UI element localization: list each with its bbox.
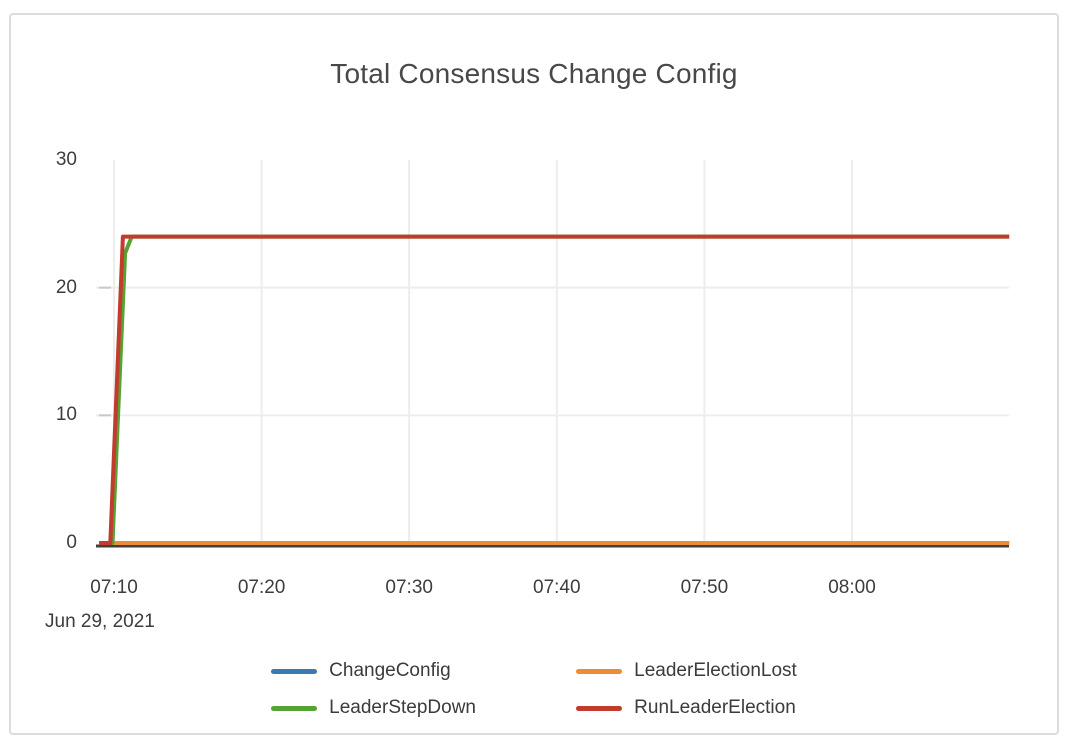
legend-item-RunLeaderElection[interactable]: RunLeaderElection: [576, 696, 797, 720]
y-tick-label: 30: [55, 149, 77, 170]
plot-svg: [96, 160, 1010, 548]
x-tick-label: 07:30: [385, 577, 433, 598]
legend-swatch-icon: [576, 705, 623, 711]
x-axis-date-label: Jun 29, 2021: [45, 611, 155, 632]
legend-swatch-icon: [271, 668, 318, 674]
legend: ChangeConfig LeaderElectionLost LeaderStep…: [11, 659, 1057, 720]
legend-label: LeaderElectionLost: [634, 660, 797, 681]
x-tick-label: 07:50: [680, 577, 729, 598]
legend-item-ChangeConfig[interactable]: ChangeConfig: [271, 659, 576, 683]
legend-label: ChangeConfig: [329, 660, 451, 681]
legend-swatch-icon: [576, 668, 623, 674]
plot-container: Jun 29, 2021 0 10 20 30 07:10 07:20 07:30 07:40…: [11, 15, 1057, 733]
legend-label: LeaderStepDown: [329, 697, 476, 718]
chart-title: Total Consensus Change Config: [330, 58, 738, 89]
y-tick-label: 20: [55, 276, 77, 298]
x-tick-label: 07:10: [90, 577, 138, 598]
x-tick-label: 08:00: [828, 577, 876, 598]
chart-card: Total Consensus Change Config Jun 29, 20…: [9, 13, 1059, 735]
y-tick-label: 0: [66, 532, 77, 553]
x-tick-label: 07:20: [237, 577, 286, 598]
legend-item-LeaderStepDown[interactable]: LeaderStepDown: [271, 696, 576, 720]
legend-label: RunLeaderElection: [634, 697, 796, 718]
x-tick-label: 07:40: [533, 577, 581, 598]
legend-swatch-icon: [271, 705, 318, 711]
y-tick-label: 10: [55, 404, 77, 426]
series-line-RunLeaderElection: [99, 234, 1010, 545]
legend-item-LeaderElectionLost[interactable]: LeaderElectionLost: [576, 659, 797, 683]
plot-area[interactable]: [96, 160, 1009, 543]
